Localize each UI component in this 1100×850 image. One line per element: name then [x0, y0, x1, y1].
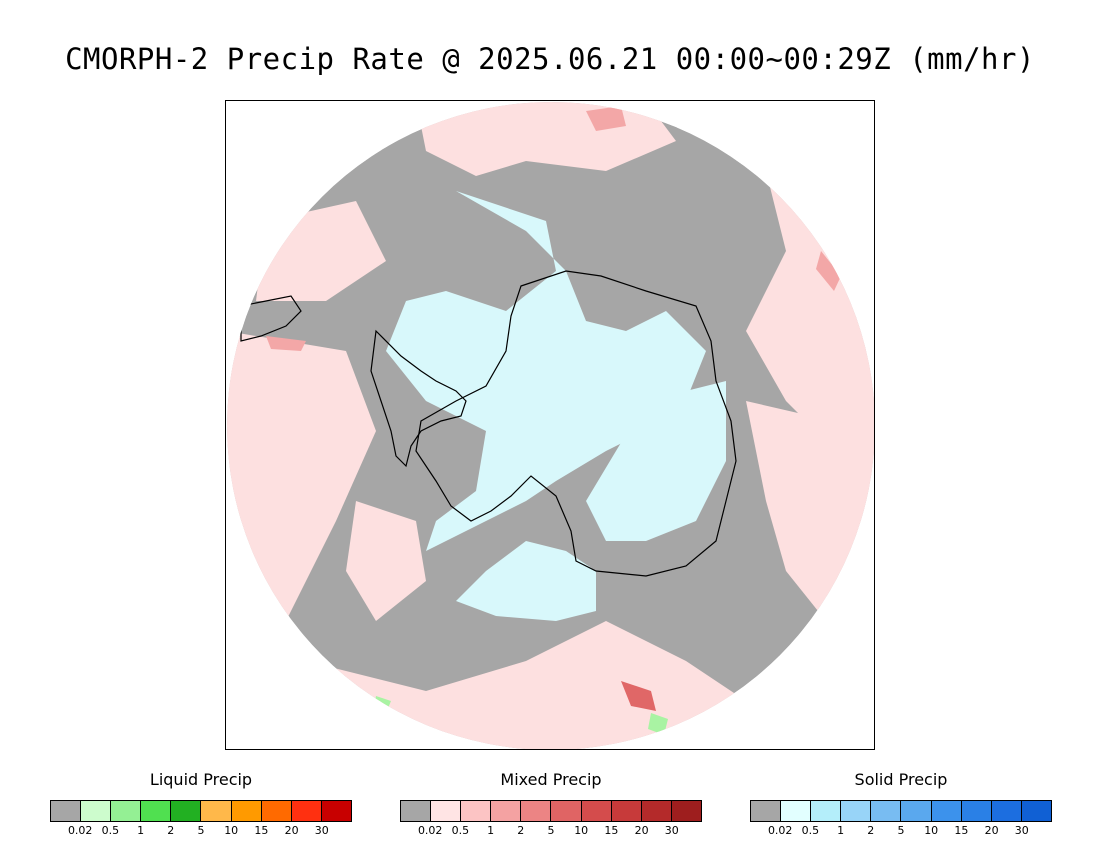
- legend-tick-label: 20: [634, 824, 649, 837]
- legend-tick-label: 15: [604, 824, 619, 837]
- legend-swatch: [751, 801, 782, 821]
- legend-tick-label: 1: [487, 824, 495, 837]
- legend-tick-label: 5: [897, 824, 905, 837]
- legend-ticks: 0.02 0.5 1 2 5 10 15 20 30: [50, 824, 352, 840]
- legend-swatch: [781, 801, 812, 821]
- legend-tick-label: 30: [664, 824, 679, 837]
- antarctica-coastline: [415, 270, 737, 577]
- solid-precip-interior: [386, 191, 706, 551]
- legend-title: Solid Precip: [854, 770, 948, 789]
- mixed-moderate-north: [586, 106, 626, 131]
- liquid-precip-south-b: [648, 713, 668, 735]
- legend-tick-label: 0.02: [417, 824, 443, 837]
- legend-swatch: [51, 801, 82, 821]
- legend-swatch: [231, 801, 262, 821]
- legend-swatch: [991, 801, 1022, 821]
- legend-tick-label: 30: [1014, 824, 1029, 837]
- legend-swatch: [931, 801, 962, 821]
- legend-swatch: [871, 801, 902, 821]
- legend-color-bar: [50, 800, 352, 822]
- legend-tick-label: 15: [254, 824, 269, 837]
- legend-swatch: [171, 801, 202, 821]
- legend-tick-label: 2: [167, 824, 175, 837]
- legend-ticks: 0.02 0.5 1 2 5 10 15 20 30: [400, 824, 702, 840]
- legend-liquid: Liquid Precip 0.02 0.5 1 2 5 10 15 20 30: [50, 770, 352, 840]
- legend-swatch: [291, 801, 322, 821]
- legend-swatch: [491, 801, 522, 821]
- legend-tick-label: 2: [517, 824, 525, 837]
- legend-swatch: [461, 801, 492, 821]
- legend-swatch: [261, 801, 292, 821]
- legend-title: Mixed Precip: [500, 770, 602, 789]
- legend-swatch: [641, 801, 672, 821]
- legend-tick-label: 10: [924, 824, 939, 837]
- legend-swatch: [811, 801, 842, 821]
- legend-title: Liquid Precip: [149, 770, 253, 789]
- legend-tick-label: 20: [984, 824, 999, 837]
- legend-tick-label: 20: [284, 824, 299, 837]
- legend-tick-label: 1: [837, 824, 845, 837]
- legend-swatch: [401, 801, 432, 821]
- legend-color-bar: [400, 800, 702, 822]
- legend-tick-label: 15: [954, 824, 969, 837]
- legend-swatch: [581, 801, 612, 821]
- map-title: CMORPH-2 Precip Rate @ 2025.06.21 00:00~…: [65, 42, 1035, 76]
- legend-tick-label: 0.02: [67, 824, 93, 837]
- legend-color-bar: [750, 800, 1052, 822]
- legend-tick-label: 5: [547, 824, 555, 837]
- mixed-moderate-west: [266, 336, 306, 351]
- legend-swatch: [671, 801, 701, 821]
- legend-swatch: [201, 801, 232, 821]
- mixed-precip-central-west: [346, 501, 426, 621]
- solid-precip-east: [586, 381, 726, 541]
- legend-swatch: [841, 801, 872, 821]
- legend-ticks: 0.02 0.5 1 2 5 10 15 20 30: [750, 824, 1052, 840]
- legend-swatch: [321, 801, 351, 821]
- legend-solid: Solid Precip 0.02 0.5 1 2 5 10 15 20 30: [750, 770, 1052, 840]
- legend-swatch: [611, 801, 642, 821]
- legend-swatch: [111, 801, 142, 821]
- antarctic-peninsula-coastline: [370, 329, 467, 468]
- legend-swatch: [1021, 801, 1051, 821]
- legend-swatch: [901, 801, 932, 821]
- legend-swatch: [521, 801, 552, 821]
- mixed-moderate-east: [816, 251, 841, 291]
- legend-tick-label: 10: [224, 824, 239, 837]
- south-america-coastline: [240, 295, 302, 342]
- polar-precip-map: [227, 102, 874, 749]
- legend-mixed: Mixed Precip 0.02 0.5 1 2 5 10 15 20 30: [400, 770, 702, 840]
- legend-swatch: [551, 801, 582, 821]
- legend-swatch: [961, 801, 992, 821]
- legend-tick-label: 5: [197, 824, 205, 837]
- solid-precip-south: [456, 541, 596, 621]
- legend-swatch: [81, 801, 112, 821]
- legend-swatch: [431, 801, 462, 821]
- legend-swatch: [141, 801, 172, 821]
- mixed-heavy-south: [621, 681, 656, 711]
- legend-tick-label: 1: [137, 824, 145, 837]
- legend-tick-label: 0.5: [101, 824, 120, 837]
- polar-map-frame: [225, 100, 875, 750]
- legend-tick-label: 30: [314, 824, 329, 837]
- legend-tick-label: 10: [574, 824, 589, 837]
- legend-tick-label: 0.5: [451, 824, 470, 837]
- map-data-layer: [227, 102, 874, 749]
- legend-tick-label: 2: [867, 824, 875, 837]
- legend-tick-label: 0.5: [801, 824, 820, 837]
- legend-tick-label: 0.02: [767, 824, 793, 837]
